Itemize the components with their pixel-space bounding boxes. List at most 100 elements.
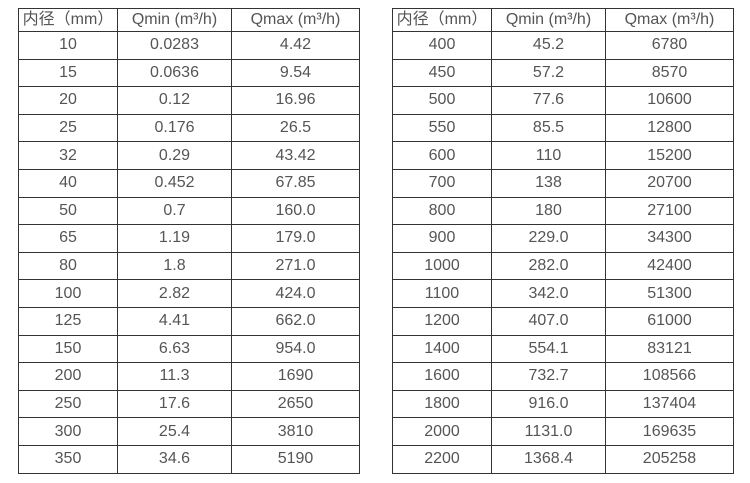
table-cell: 108566	[605, 362, 734, 391]
table-cell: 6.63	[117, 334, 232, 364]
table-cell: 0.12	[117, 86, 232, 115]
table-cell: 350	[18, 444, 118, 474]
table-cell: 20700	[605, 168, 734, 198]
column-header-qmax: Qmax (m³/h)	[231, 8, 360, 32]
table-cell: 15200	[605, 141, 734, 170]
table-cell: 34300	[605, 224, 734, 253]
table-cell: 20	[18, 86, 118, 115]
table-row: 500 77.6 10600	[392, 86, 734, 115]
table-row: 20 0.12 16.96	[18, 86, 360, 115]
table-cell: 138	[491, 168, 606, 198]
table-cell: 51300	[605, 279, 734, 308]
table-cell: 85.5	[491, 113, 606, 143]
table-row: 450 57.2 8570	[392, 58, 734, 88]
table-cell: 271.0	[231, 251, 360, 281]
table-row: 32 0.29 43.42	[18, 141, 360, 170]
table-cell: 50	[18, 196, 118, 226]
column-header-qmin: Qmin (m³/h)	[117, 8, 232, 32]
table-cell: 12800	[605, 113, 734, 143]
table-cell: 229.0	[491, 224, 606, 253]
table-cell: 6780	[605, 31, 734, 60]
table-cell: 4.42	[231, 31, 360, 60]
table-cell: 3810	[231, 417, 360, 446]
table-cell: 554.1	[491, 334, 606, 364]
header-row: 内径（mm） Qmin (m³/h) Qmax (m³/h)	[392, 8, 734, 32]
table-cell: 61000	[605, 306, 734, 336]
table-row: 2200 1368.4 205258	[392, 444, 734, 474]
table-cell: 300	[18, 417, 118, 446]
table-cell: 282.0	[491, 251, 606, 281]
table-row: 65 1.19 179.0	[18, 224, 360, 253]
table-cell: 500	[392, 86, 492, 115]
table-cell: 1100	[392, 279, 492, 308]
table-cell: 42400	[605, 251, 734, 281]
table-cell: 0.7	[117, 196, 232, 226]
table-cell: 4.41	[117, 306, 232, 336]
tables-container: 内径（mm） Qmin (m³/h) Qmax (m³/h) 10 0.0283 4…	[18, 8, 734, 474]
table-cell: 1400	[392, 334, 492, 364]
table-cell: 16.96	[231, 86, 360, 115]
table-cell: 32	[18, 141, 118, 170]
table-cell: 205258	[605, 444, 734, 474]
table-body: 400 45.2 6780 450 57.2 8570 500 77.6 10600 550 85.…	[392, 31, 734, 474]
table-row: 600 110 15200	[392, 141, 734, 170]
column-header-qmin: Qmin (m³/h)	[491, 8, 606, 32]
table-cell: 57.2	[491, 58, 606, 88]
table-cell: 27100	[605, 196, 734, 226]
table-cell: 43.42	[231, 141, 360, 170]
table-cell: 900	[392, 224, 492, 253]
table-row: 100 2.82 424.0	[18, 279, 360, 308]
table-row: 10 0.0283 4.42	[18, 31, 360, 60]
table-cell: 34.6	[117, 444, 232, 474]
table-cell: 179.0	[231, 224, 360, 253]
table-cell: 137404	[605, 389, 734, 419]
table-cell: 1690	[231, 362, 360, 391]
table-cell: 0.29	[117, 141, 232, 170]
table-cell: 10	[18, 31, 118, 60]
table-row: 700 138 20700	[392, 168, 734, 198]
table-cell: 40	[18, 168, 118, 198]
table-row: 250 17.6 2650	[18, 389, 360, 419]
table-cell: 700	[392, 168, 492, 198]
table-row: 2000 1131.0 169635	[392, 417, 734, 446]
table-cell: 83121	[605, 334, 734, 364]
table-cell: 2650	[231, 389, 360, 419]
table-cell: 77.6	[491, 86, 606, 115]
table-row: 900 229.0 34300	[392, 224, 734, 253]
flow-spec-table-small-diameters: 内径（mm） Qmin (m³/h) Qmax (m³/h) 10 0.0283 4…	[18, 8, 360, 474]
table-row: 40 0.452 67.85	[18, 168, 360, 198]
table-cell: 150	[18, 334, 118, 364]
table-row: 200 11.3 1690	[18, 362, 360, 391]
table-cell: 65	[18, 224, 118, 253]
table-row: 800 180 27100	[392, 196, 734, 226]
table-cell: 200	[18, 362, 118, 391]
table-cell: 160.0	[231, 196, 360, 226]
table-cell: 125	[18, 306, 118, 336]
flow-spec-table-large-diameters: 内径（mm） Qmin (m³/h) Qmax (m³/h) 400 45.2 67…	[392, 8, 734, 474]
table-cell: 1.8	[117, 251, 232, 281]
table-cell: 954.0	[231, 334, 360, 364]
table-cell: 1200	[392, 306, 492, 336]
table-cell: 662.0	[231, 306, 360, 336]
table-cell: 1800	[392, 389, 492, 419]
table-cell: 0.176	[117, 113, 232, 143]
table-cell: 1368.4	[491, 444, 606, 474]
table-cell: 0.0636	[117, 58, 232, 88]
table-cell: 80	[18, 251, 118, 281]
table-cell: 2200	[392, 444, 492, 474]
table-row: 1200 407.0 61000	[392, 306, 734, 336]
table-row: 300 25.4 3810	[18, 417, 360, 446]
table-cell: 732.7	[491, 362, 606, 391]
column-header-qmax: Qmax (m³/h)	[605, 8, 734, 32]
table-row: 400 45.2 6780	[392, 31, 734, 60]
table-cell: 25.4	[117, 417, 232, 446]
table-row: 350 34.6 5190	[18, 444, 360, 474]
table-row: 15 0.0636 9.54	[18, 58, 360, 88]
table-cell: 250	[18, 389, 118, 419]
table-cell: 11.3	[117, 362, 232, 391]
table-cell: 9.54	[231, 58, 360, 88]
table-cell: 400	[392, 31, 492, 60]
column-header-inner-diameter: 内径（mm）	[392, 8, 492, 32]
table-cell: 407.0	[491, 306, 606, 336]
